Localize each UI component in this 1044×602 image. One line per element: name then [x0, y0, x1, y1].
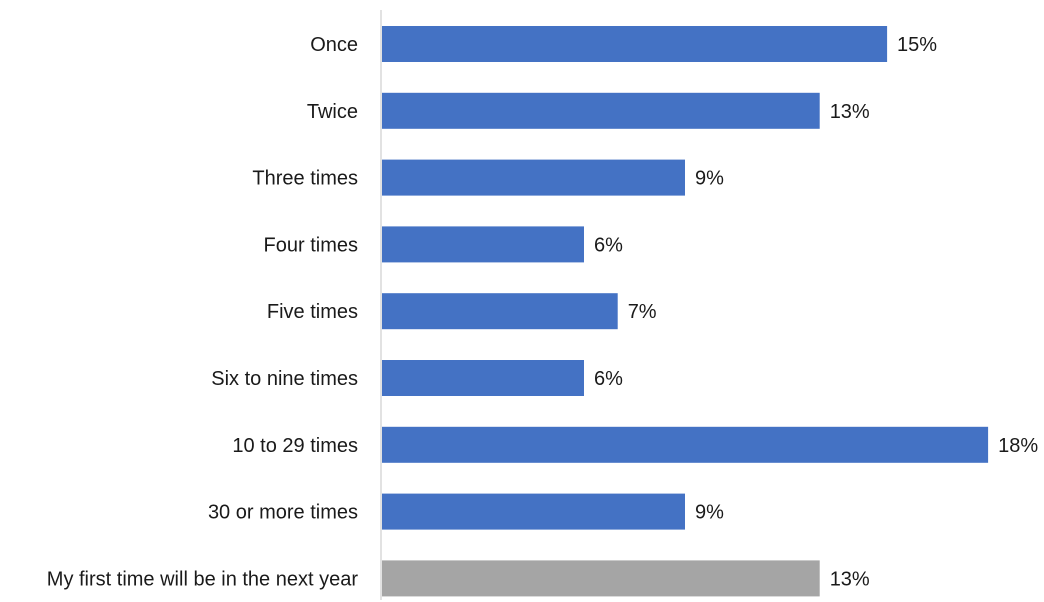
data-label-2: 13%	[830, 101, 870, 123]
bars-group	[382, 26, 989, 597]
category-label-7: 10 to 29 times	[232, 435, 358, 457]
data-label-8: 9%	[695, 502, 724, 524]
data-label-3: 9%	[695, 168, 724, 190]
data-labels: 15% 13% 9% 6% 7% 6% 18% 9% 13%	[594, 34, 1038, 590]
data-label-1: 15%	[897, 34, 937, 56]
data-label-7: 18%	[998, 435, 1038, 457]
category-label-3: Three times	[252, 168, 358, 190]
bar-3	[382, 159, 685, 196]
bar-7	[382, 426, 989, 463]
data-label-4: 6%	[594, 234, 623, 256]
category-label-6: Six to nine times	[211, 368, 358, 390]
bar-8	[382, 493, 685, 530]
category-label-4: Four times	[264, 234, 358, 256]
bar-5	[382, 293, 618, 330]
bar-9	[382, 560, 820, 597]
data-label-6: 6%	[594, 368, 623, 390]
data-label-5: 7%	[628, 301, 657, 323]
category-labels: Once Twice Three times Four times Five times…	[47, 34, 359, 590]
bar-4	[382, 226, 584, 263]
bar-1	[382, 26, 888, 62]
data-label-9: 13%	[830, 568, 870, 590]
category-label-2: Twice	[307, 101, 358, 123]
category-label-1: Once	[310, 34, 358, 56]
category-label-9: My first time will be in the next year	[47, 568, 359, 590]
bar-2	[382, 92, 820, 129]
category-label-8: 30 or more times	[208, 502, 358, 524]
category-label-5: Five times	[267, 301, 358, 323]
bar-6	[382, 360, 584, 396]
